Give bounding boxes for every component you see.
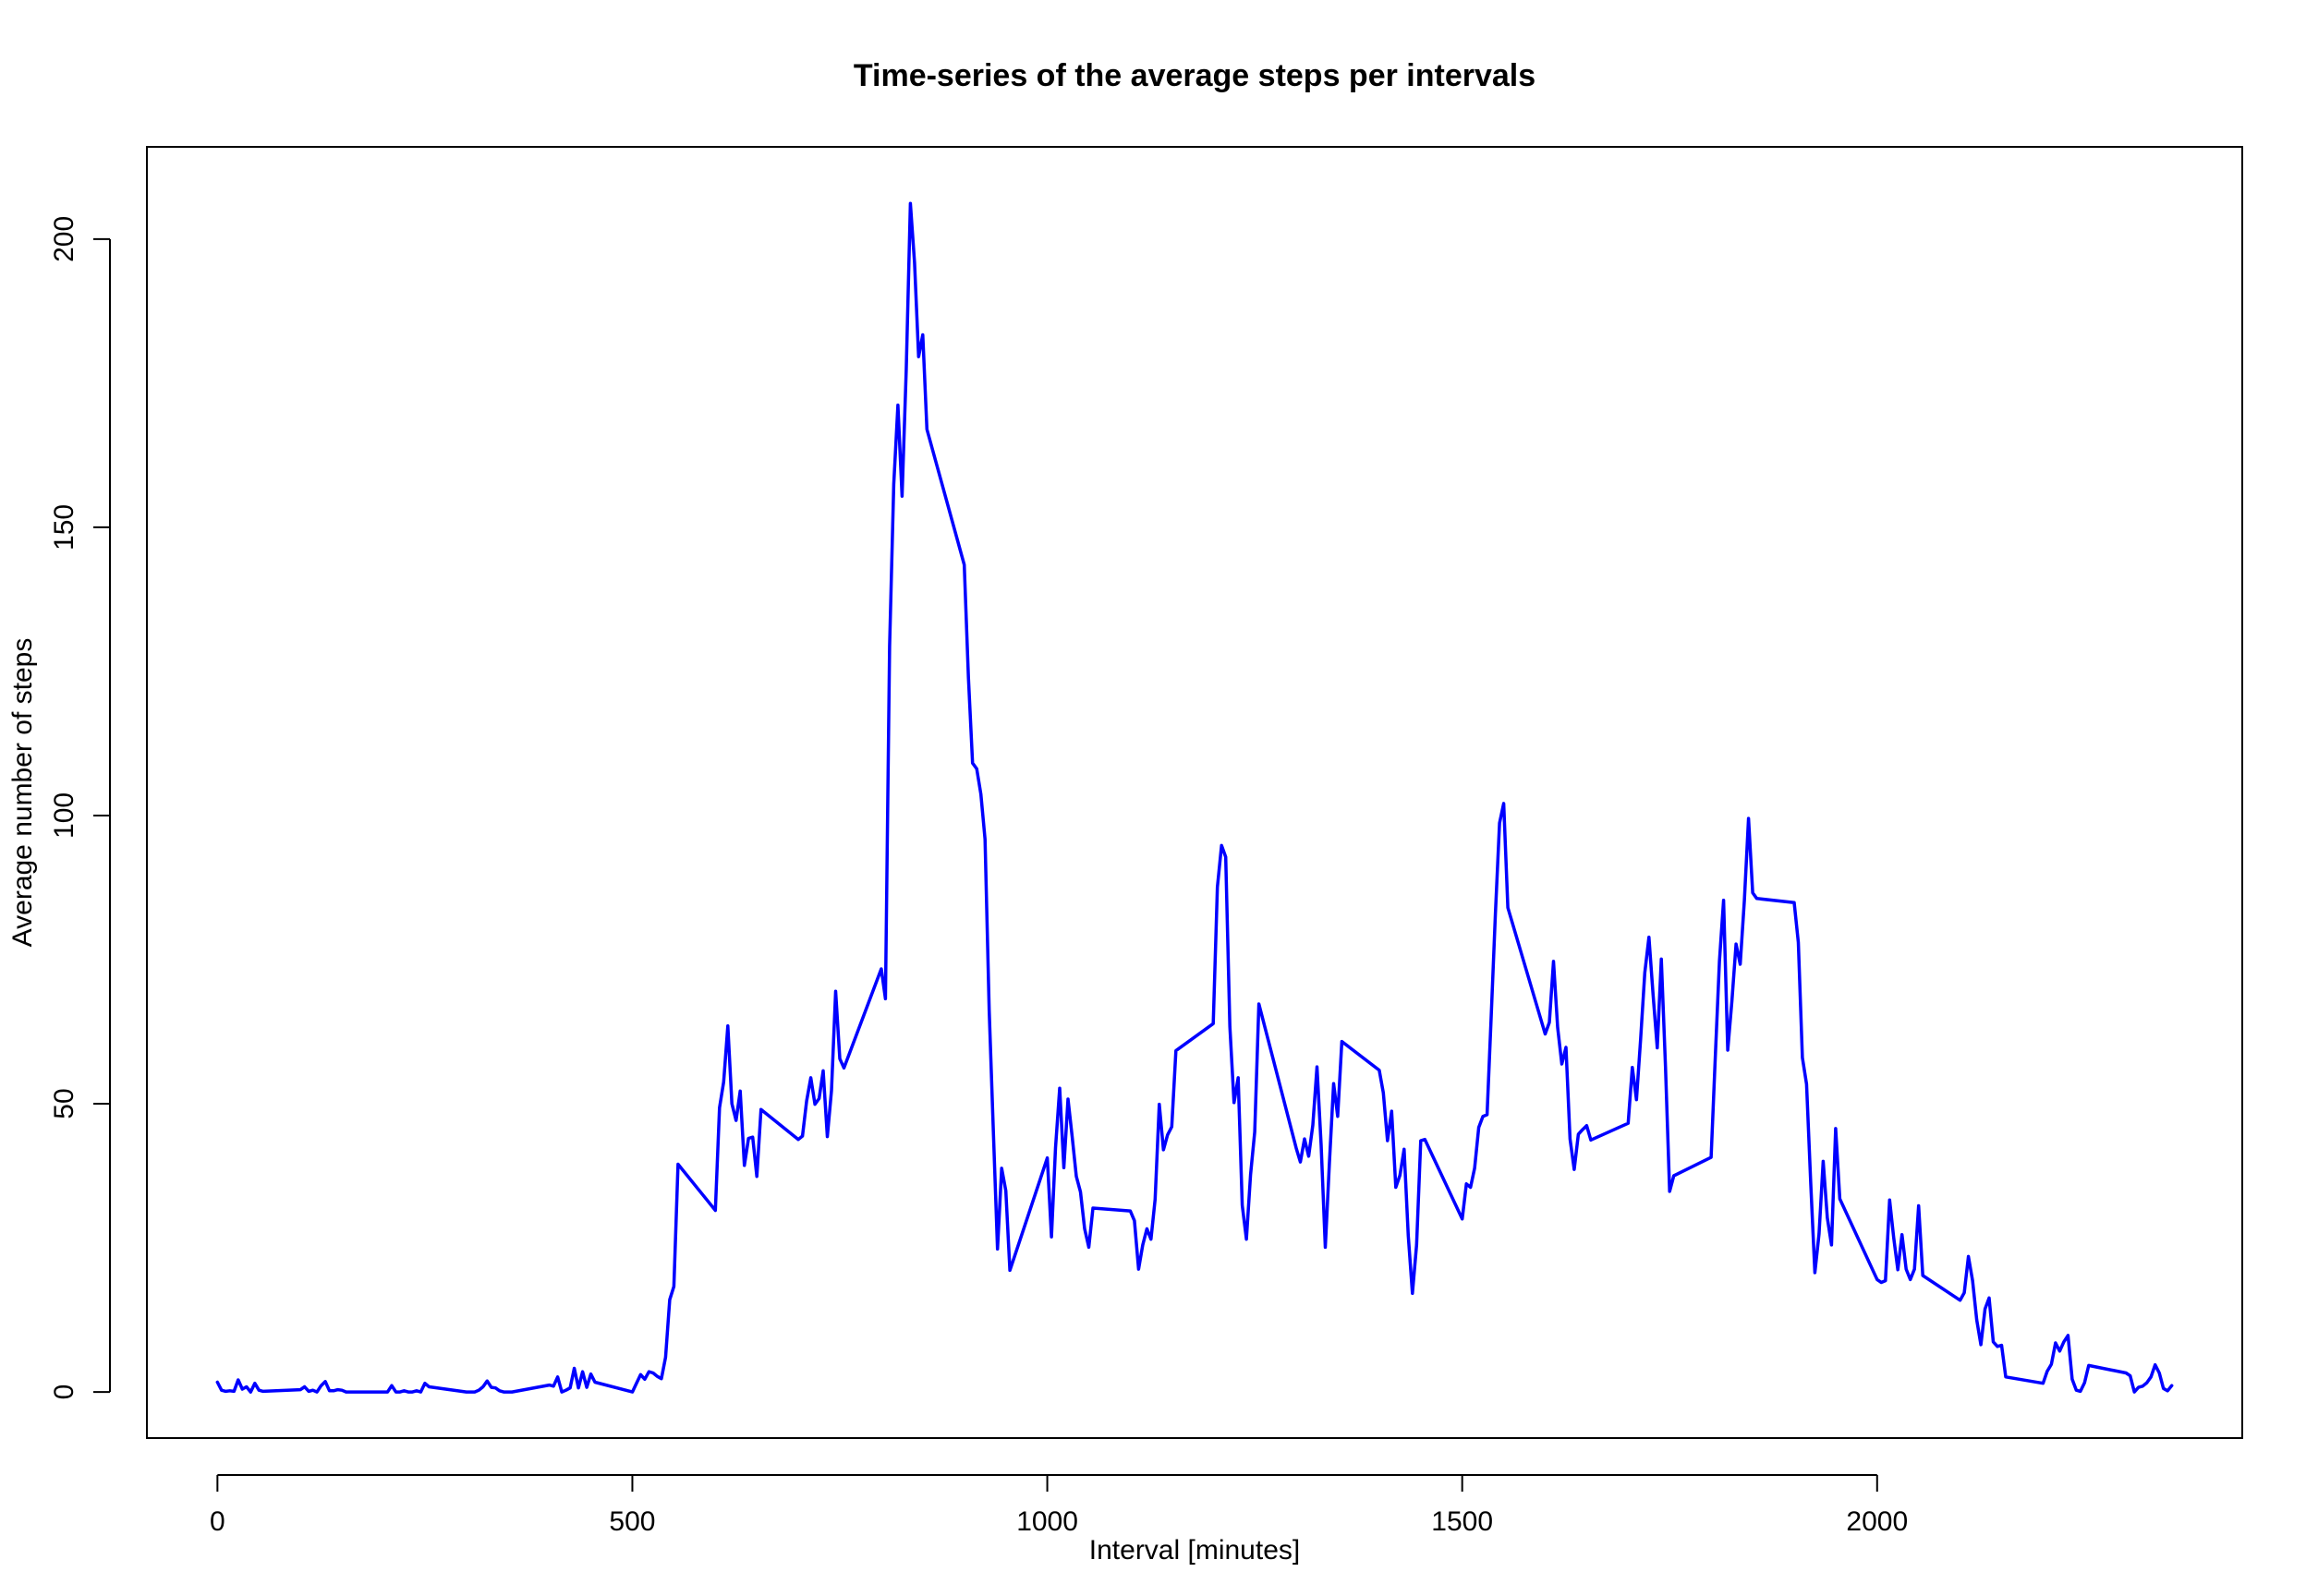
x-tick-label: 500 bbox=[609, 1506, 655, 1537]
series-line bbox=[215, 201, 2174, 1394]
y-axis-label: Average number of steps bbox=[7, 638, 38, 948]
x-tick-label: 1500 bbox=[1431, 1506, 1493, 1537]
y-axis: 0 50 100 150 200 bbox=[49, 216, 111, 1400]
plot-frame bbox=[146, 146, 2243, 1439]
y-tick-label: 50 bbox=[49, 1088, 79, 1118]
x-tick-label: 1000 bbox=[1016, 1506, 1078, 1537]
y-tick-label: 100 bbox=[49, 792, 79, 839]
y-tick-label: 150 bbox=[49, 504, 79, 550]
x-tick-label: 2000 bbox=[1846, 1506, 1908, 1537]
series-group bbox=[215, 201, 2174, 1394]
x-axis: 0 500 1000 1500 2000 bbox=[210, 1474, 1908, 1537]
x-tick-label: 0 bbox=[210, 1506, 225, 1537]
x-axis-label: Interval [minutes] bbox=[1089, 1535, 1300, 1566]
y-tick-label: 0 bbox=[49, 1384, 79, 1400]
y-tick-label: 200 bbox=[49, 216, 79, 262]
chart-title: Time-series of the average steps per int… bbox=[854, 58, 1535, 93]
